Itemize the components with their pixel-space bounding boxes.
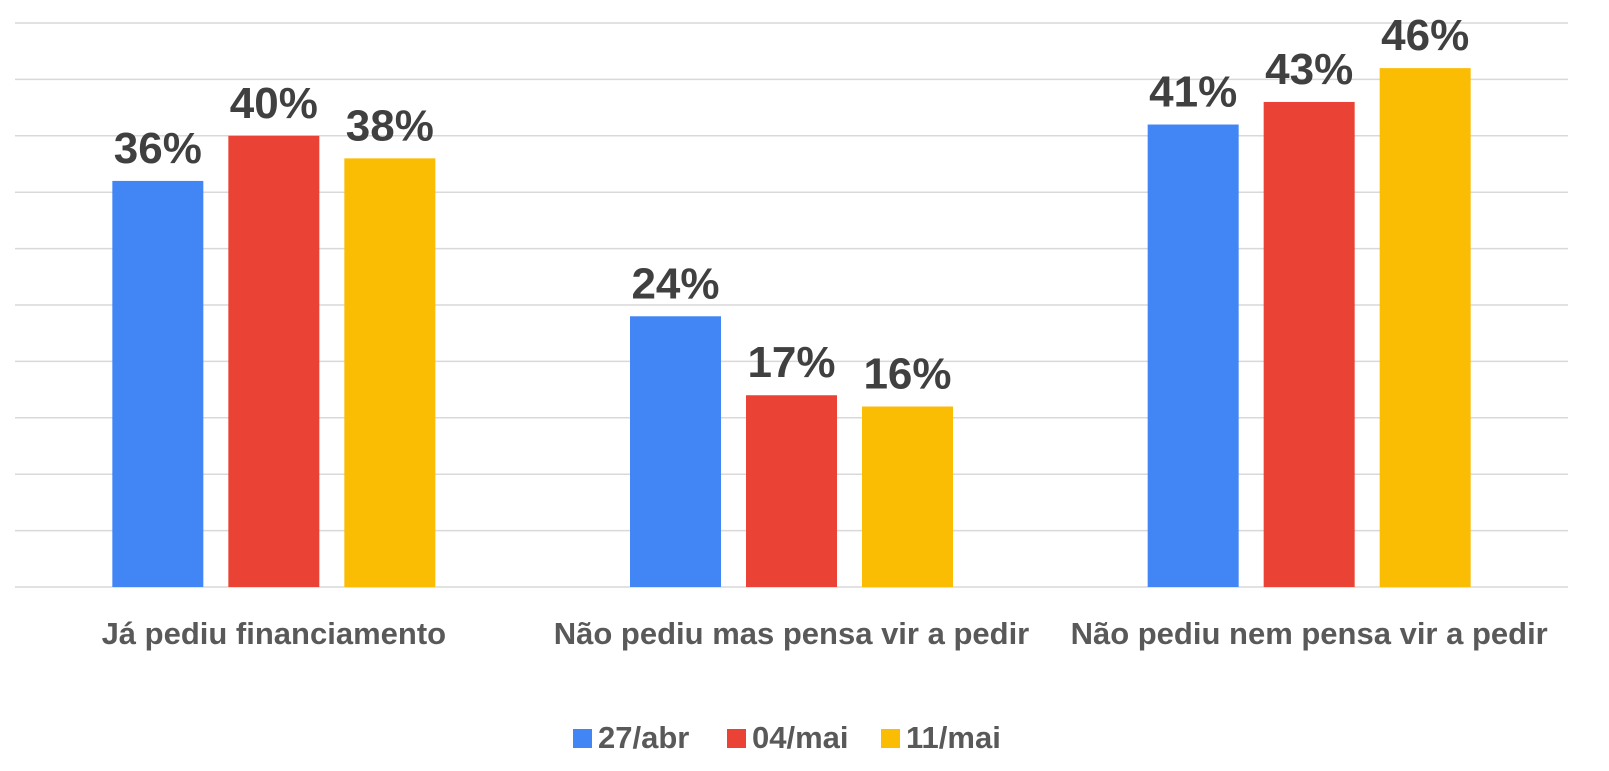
data-label: 40% (230, 79, 318, 128)
legend-swatch (727, 729, 746, 748)
bar (228, 135, 320, 588)
data-label: 41% (1149, 68, 1237, 117)
legend-label: 04/mai (752, 720, 849, 755)
x-tick-label: Não pediu mas pensa vir a pedir (553, 616, 1030, 651)
x-tick-label: Já pediu financiamento (101, 616, 447, 651)
data-label: 24% (631, 259, 719, 308)
data-label: 36% (114, 124, 202, 173)
x-tick-label: Não pediu nem pensa vir a pedir (1070, 616, 1548, 651)
data-label: 38% (346, 101, 434, 150)
legend-label: 11/mai (906, 720, 1001, 755)
bar (344, 158, 436, 588)
bar (1263, 101, 1355, 588)
bar (630, 316, 721, 587)
data-label: 46% (1381, 11, 1469, 60)
legend-swatch (881, 729, 900, 748)
data-label: 43% (1265, 45, 1353, 94)
data-label: 17% (747, 338, 835, 387)
legend-swatch (573, 729, 592, 748)
data-label: 16% (863, 350, 951, 399)
legend-label: 27/abr (598, 720, 689, 755)
bar (1147, 124, 1239, 588)
bar (862, 406, 953, 587)
bar (112, 180, 204, 588)
bar (746, 395, 837, 587)
bar (1379, 68, 1471, 588)
